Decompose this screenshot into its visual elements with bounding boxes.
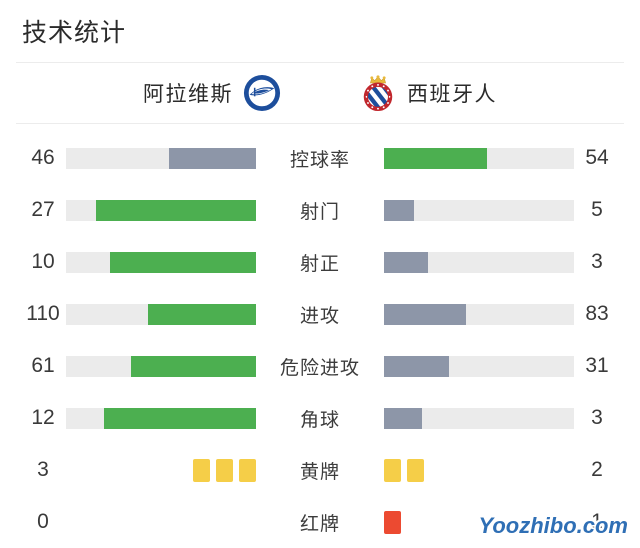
stat-label: 进攻: [299, 305, 340, 327]
page-title: 技术统计: [22, 19, 127, 47]
stat-row-left: 12: [0, 406, 272, 430]
away-team-name: 西班牙人: [407, 83, 497, 106]
away-value: 54: [585, 146, 609, 169]
stat-row-left: 61: [0, 354, 272, 378]
away-bar-fill: [384, 147, 487, 169]
header-divider: [16, 62, 624, 63]
stat-row-right: 3: [368, 250, 640, 274]
away-value: 2: [591, 458, 603, 481]
stat-row: 46 控球率 54: [0, 132, 640, 184]
stat-row: 3 黄牌 2: [0, 444, 640, 496]
home-bar-fill: [168, 147, 256, 169]
stat-label: 射门: [299, 201, 340, 223]
yellow-card-icon: [193, 458, 210, 482]
stat-row-right: 5: [368, 198, 640, 222]
away-bar-fill: [384, 407, 422, 429]
home-bar-track: [66, 355, 256, 377]
stat-row-right: 2: [368, 458, 640, 482]
stat-row-left: 0: [0, 510, 272, 534]
away-cards: [384, 458, 574, 482]
stat-row-left: 46: [0, 146, 272, 170]
away-bar-track: [384, 199, 574, 221]
stat-row-left: 10: [0, 250, 272, 274]
home-team[interactable]: 阿拉维斯: [0, 74, 321, 112]
home-bar-track: [66, 251, 256, 273]
home-bar-track: [66, 199, 256, 221]
stat-label: 角球: [299, 409, 340, 431]
home-value: 46: [31, 146, 55, 169]
home-bar-fill: [96, 199, 256, 221]
away-value: 1: [591, 510, 603, 533]
away-bar-track: [384, 147, 574, 169]
panel-header: 技术统计: [0, 0, 640, 62]
home-bar-fill: [130, 355, 256, 377]
away-value: 3: [591, 406, 603, 429]
away-bar-fill: [384, 303, 466, 325]
stat-row-right: 31: [368, 354, 640, 378]
stats-rows: 46 控球率 54 27 射门 5 10 射正 3 110 进攻 83 61 危险进攻 31 12 角球 3 3 黄牌…: [0, 124, 640, 548]
stat-label: 射正: [299, 253, 340, 275]
teams-divider: [16, 123, 624, 124]
home-bar-track: [66, 303, 256, 325]
espanyol-crest-icon: [359, 74, 397, 112]
home-value: 10: [31, 250, 55, 273]
stat-label: 危险进攻: [279, 357, 360, 379]
away-value: 31: [585, 354, 609, 377]
home-value: 12: [31, 406, 55, 429]
away-team[interactable]: 西班牙人: [321, 74, 640, 112]
away-value: 3: [591, 250, 603, 273]
home-cards: [66, 458, 256, 482]
away-bar-track: [384, 407, 574, 429]
home-value: 0: [37, 510, 49, 533]
home-team-name: 阿拉维斯: [143, 83, 233, 106]
stat-row-right: 54: [368, 146, 640, 170]
stat-label: 控球率: [289, 149, 350, 171]
away-bar-track: [384, 355, 574, 377]
home-bar-fill: [109, 251, 256, 273]
home-value: 3: [37, 458, 49, 481]
teams-header: 阿拉维斯: [0, 63, 640, 123]
stat-row-left: 110: [0, 302, 272, 326]
stat-row-left: 27: [0, 198, 272, 222]
alaves-crest-icon: [243, 74, 281, 112]
away-value: 83: [585, 302, 609, 325]
home-bar-track: [66, 147, 256, 169]
away-bar-fill: [384, 251, 428, 273]
home-bar-fill: [104, 407, 256, 429]
home-bar-fill: [147, 303, 256, 325]
away-value: 5: [591, 198, 603, 221]
away-bar-track: [384, 251, 574, 273]
away-bar-fill: [384, 355, 449, 377]
home-bar-track: [66, 407, 256, 429]
stat-row: 61 危险进攻 31: [0, 340, 640, 392]
home-value: 61: [31, 354, 55, 377]
stat-row-right: 83: [368, 302, 640, 326]
stat-row: 27 射门 5: [0, 184, 640, 236]
home-value: 110: [26, 302, 60, 325]
stat-label: 黄牌: [299, 461, 340, 483]
home-value: 27: [31, 198, 55, 221]
stat-row: 10 射正 3: [0, 236, 640, 288]
watermark: Yoozhibo.com: [478, 513, 628, 538]
yellow-card-icon: [384, 458, 401, 482]
away-bar-track: [384, 303, 574, 325]
yellow-card-icon: [216, 458, 233, 482]
yellow-card-icon: [239, 458, 256, 482]
stat-row: 0 红牌 1: [0, 496, 640, 548]
stat-row: 12 角球 3: [0, 392, 640, 444]
away-cards: [384, 510, 574, 534]
yellow-card-icon: [407, 458, 424, 482]
stat-row-right: 3: [368, 406, 640, 430]
stat-row-left: 3: [0, 458, 272, 482]
stat-row: 110 进攻 83: [0, 288, 640, 340]
stat-row-right: 1: [368, 510, 640, 534]
stat-label: 红牌: [299, 513, 340, 535]
red-card-icon: [384, 510, 401, 534]
away-bar-fill: [384, 199, 415, 221]
